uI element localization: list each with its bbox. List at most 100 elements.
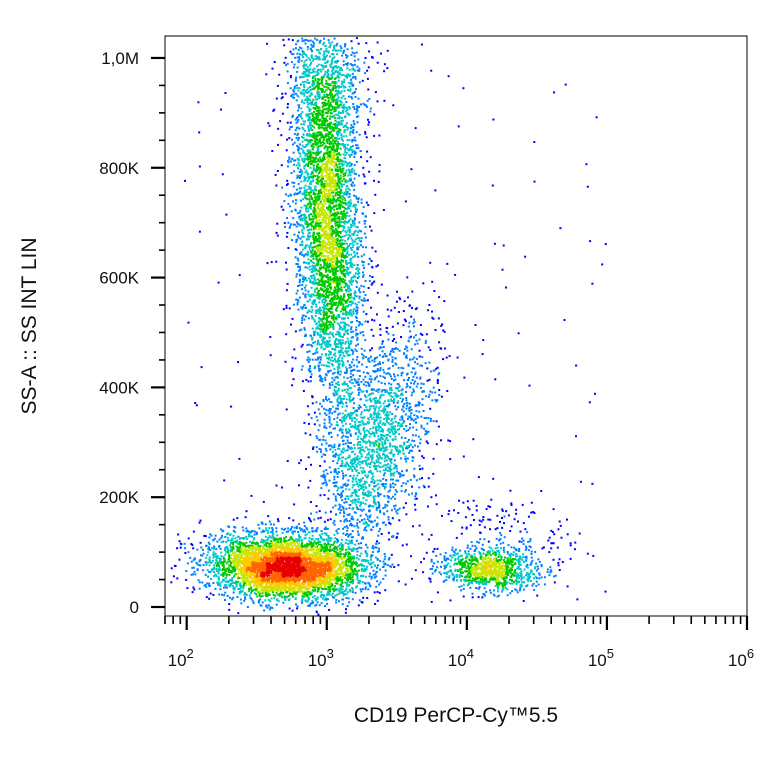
event-dot [311,534,314,537]
event-dot [221,563,224,566]
event-dot [243,564,246,567]
event-dot [316,601,319,604]
event-dot [282,584,285,587]
event-dot [225,545,228,548]
event-dot [298,545,301,548]
event-dot [311,582,314,585]
event-dot [223,573,226,576]
event-dot [253,577,256,580]
event-dot [309,173,312,176]
event-dot [231,549,233,552]
event-dot [322,558,325,560]
event-dot [341,168,344,171]
event-dot [286,573,289,576]
event-dot [220,541,223,544]
event-dot [291,579,294,582]
event-dot [338,600,340,603]
event-dot [313,586,316,589]
event-dot [276,222,279,225]
event-dot [286,591,288,594]
event-dot [245,581,248,584]
event-dot [257,591,260,594]
event-dot [375,546,378,549]
event-dot [355,560,358,563]
event-dot [272,587,275,590]
event-dot [215,575,218,577]
event-dot [370,554,373,557]
event-dot [289,558,292,561]
event-dot [352,570,355,573]
event-dot [348,366,351,369]
event-dot [247,535,250,538]
event-dot [301,555,304,558]
event-dot [334,563,337,566]
event-dot [254,543,257,546]
event-dot [340,566,343,569]
event-dot [362,559,365,562]
event-dot [344,555,347,558]
event-dot [356,547,359,550]
event-dot [321,579,324,582]
event-dot [336,399,339,401]
event-dot [262,500,265,503]
event-dot [291,576,294,579]
event-dot [290,566,293,569]
event-dot [286,544,289,547]
event-dot [196,569,199,572]
event-dot [317,538,320,541]
event-dot [272,538,275,540]
event-dot [269,587,272,590]
event-dot [290,531,293,534]
event-dot [244,598,247,601]
event-dot [299,529,302,532]
event-dot [303,550,306,553]
event-dot [230,546,233,549]
event-dot [198,564,201,567]
event-dot [317,158,320,161]
event-dot [316,199,319,202]
event-dot [237,558,240,561]
event-dot [339,571,342,574]
event-dot [226,586,228,589]
event-dot [357,42,360,45]
event-dot [289,571,292,574]
event-dot [358,581,361,584]
event-dot [235,585,238,588]
event-dot [196,548,199,551]
event-dot [271,568,274,571]
event-dot [332,553,335,556]
event-dot [283,571,286,574]
event-dot [222,540,225,543]
event-dot [301,583,304,585]
event-dot [289,550,292,553]
event-dot [313,579,316,582]
event-dot [360,559,363,562]
event-dot [317,118,320,121]
event-dot [263,544,266,547]
event-dot [342,566,344,569]
event-dot [216,540,219,543]
event-dot [315,584,318,586]
event-dot [250,561,253,564]
event-dot [250,590,253,593]
event-dot [321,96,324,99]
event-dot [340,565,343,567]
event-dot [334,552,337,554]
event-dot [302,592,305,595]
event-dot [306,528,309,531]
event-dot [294,577,297,579]
event-dot [388,557,391,560]
event-dot [256,588,259,591]
event-dot [271,543,274,546]
event-dot [320,345,323,348]
event-dot [271,530,274,533]
event-dot [384,589,387,592]
event-dot [322,580,324,583]
event-dot [266,580,269,583]
event-dot [254,577,257,580]
event-dot [281,555,283,558]
event-dot [308,582,311,585]
event-dot [284,527,287,530]
event-dot [272,532,275,535]
event-dot [340,586,343,589]
